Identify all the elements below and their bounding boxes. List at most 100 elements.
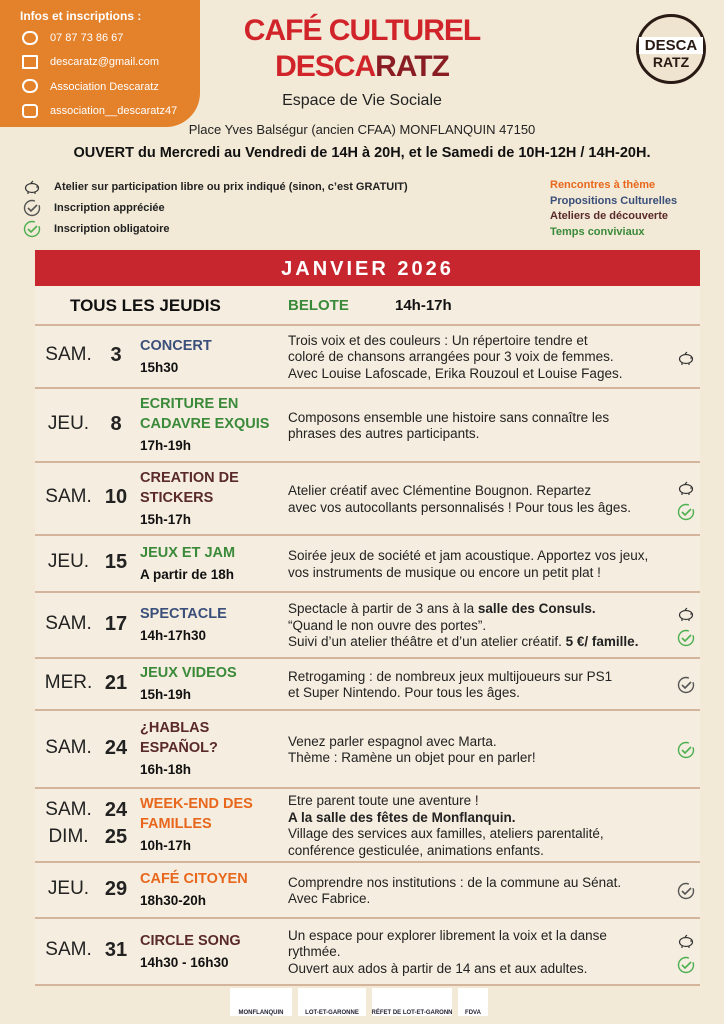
event-date: 8 — [110, 412, 122, 435]
text: conférence gesticulée, animations enfant… — [288, 842, 544, 858]
event-time: A partir de 18h — [140, 566, 235, 582]
icon-check-green — [677, 741, 695, 759]
event-title: JEUX ET JAM — [140, 544, 236, 561]
event-title: FAMILLES — [140, 816, 212, 832]
event-row: SAM. 31 CIRCLE SONG 14h30 - 16h30 Un espace … — [35, 919, 700, 986]
text: Thème : Ramène un objet pour en parler! — [288, 750, 536, 765]
month-banner: JANVIER 2026 — [35, 250, 700, 286]
text: Un espace pour explorer librement la voi… — [288, 927, 607, 943]
legend-label: Inscription appréciée — [54, 202, 165, 214]
event-date: 17 — [104, 612, 128, 635]
text: coloré de chansons arrangées pour 3 voix… — [288, 349, 614, 365]
event-time: 14h30 - 16h30 — [140, 954, 229, 970]
text: avec vos autocollants personnalisés ! Po… — [288, 499, 631, 515]
text: Etre parent toute une aventure ! — [288, 793, 479, 808]
text: “Quand le non ouvre des portes”. — [288, 617, 487, 633]
event-row: SAM. 24 ¿HABLAS ESPAÑOL? 16h-18h Venez parler… — [35, 711, 700, 789]
logo-bottom: RATZ — [652, 54, 690, 70]
event-description-line: Soirée jeux de société et jam acoustique… — [288, 548, 648, 563]
text: Venez parler espagnol avec Marta. — [288, 733, 497, 749]
event-description-line: avec vos autocollants personnalisés ! Po… — [288, 500, 631, 515]
event-description-line: “Quand le non ouvre des portes”. — [288, 618, 486, 633]
event-day: JEU. — [47, 551, 90, 572]
facebook-icon — [22, 79, 38, 93]
text: Suivi d’un atelier théâtre et d’un ateli… — [288, 634, 566, 650]
footer-logo: FDVA — [458, 988, 488, 1016]
weekly-time: 14h-17h — [395, 297, 452, 314]
category-label: Ateliers de découverte — [550, 210, 668, 222]
text: Ouvert aux ados à partir de 14 ans et au… — [288, 960, 588, 976]
event-date: 25 — [104, 826, 128, 848]
event-description-line: et Super Nintendo. Pour tous les âges. — [288, 685, 520, 700]
icon-check-green — [677, 629, 695, 647]
event-row: JEU. 15 JEUX ET JAM A partir de 18h Soirée j… — [35, 536, 700, 593]
instagram-icon — [22, 104, 38, 118]
event-row: SAM. 24 DIM. 25 WEEK-END DES FAMILLES 10h-17h E… — [35, 789, 700, 863]
event-date: 15 — [104, 551, 128, 573]
event-description-line: Spectacle à partir de 3 ans à la salle d… — [288, 601, 596, 616]
event-time: 14h-17h30 — [140, 628, 207, 643]
address: Place Yves Balségur (ancien CFAA) MONFLA… — [188, 122, 536, 137]
event-day: SAM. — [45, 939, 92, 960]
event-time: 15h-19h — [140, 687, 192, 702]
text: Trois voix et des couleurs : Un répertoi… — [288, 332, 588, 348]
icon-piggy — [677, 932, 695, 950]
event-description-line: Comprendre nos institutions : de la comm… — [288, 875, 621, 890]
event-description-line: rythmée. — [288, 944, 341, 959]
text: Composons ensemble une histoire sans con… — [288, 409, 610, 425]
text: phrases des autres participants. — [288, 426, 480, 441]
logo: DESCA RATZ — [636, 14, 706, 84]
brand-part: RATZ — [375, 50, 450, 83]
bold-text: 5 €/ famille. — [565, 634, 639, 650]
event-title: STICKERS — [140, 489, 214, 506]
event-day: SAM. — [45, 612, 92, 634]
event-title: ECRITURE EN — [140, 396, 239, 412]
icon-check-green — [677, 503, 695, 521]
event-day: SAM. — [45, 486, 92, 507]
month: JANVIER 2026 — [281, 258, 454, 280]
text: Comprendre nos institutions : de la comm… — [288, 874, 622, 890]
event-title: ESPAÑOL? — [140, 740, 218, 756]
event-day: MER. — [44, 671, 93, 693]
icon-piggy — [677, 349, 695, 367]
text: vos instruments de musique ou encore un … — [288, 564, 601, 580]
icon-check-grey — [677, 676, 695, 694]
icon-piggy — [23, 178, 41, 196]
bold-text: A la salle des fêtes de Monflanquin. — [288, 809, 516, 825]
event-time: 17h-19h — [140, 438, 192, 453]
legend-label: Atelier sur participation libre ou prix … — [54, 181, 408, 193]
phone-icon — [22, 31, 38, 45]
event-title: CAFÉ CITOYEN — [140, 871, 248, 887]
event-description-line: Venez parler espagnol avec Marta. — [288, 734, 497, 749]
event-date: 24 — [104, 799, 128, 821]
event-description-line: A la salle des fêtes de Monflanquin. — [288, 810, 516, 825]
text: Avec Fabrice. — [288, 891, 371, 906]
icon-check-grey — [677, 882, 695, 900]
text: Retrogaming : de nombreux jeux multijoue… — [288, 668, 613, 684]
event-description-line: Avec Louise Lafoscade, Erika Rouzoul et … — [288, 366, 622, 381]
event-title: WEEK-END DES — [140, 796, 253, 812]
footer-logo: PRÉFET DE LOT-ET-GARONNE — [372, 988, 452, 1016]
event-description-line: vos instruments de musique ou encore un … — [288, 565, 601, 580]
icon-piggy — [677, 605, 695, 623]
email: descaratz@gmail.com — [50, 56, 159, 68]
event-title: CONCERT — [140, 337, 212, 354]
text: Atelier créatif avec Clémentine Bougnon.… — [288, 483, 592, 498]
event-day: SAM. — [45, 736, 92, 758]
event-description-line: Ouvert aux ados à partir de 14 ans et au… — [288, 961, 587, 976]
event-day: JEU. — [47, 412, 90, 434]
category-label: Propositions Culturelles — [550, 194, 678, 207]
event-description-line: Suivi d’un atelier théâtre et d’un ateli… — [288, 634, 638, 649]
event-date: 29 — [104, 877, 128, 900]
bold-text: salle des Consuls. — [477, 601, 596, 617]
icon-piggy — [677, 479, 695, 497]
event-title: CIRCLE SONG — [140, 932, 241, 949]
text: Spectacle à partir de 3 ans à la — [288, 601, 478, 617]
event-time: 18h30-20h — [140, 893, 207, 908]
event-date: 21 — [104, 671, 128, 694]
event-description-line: phrases des autres participants. — [288, 426, 479, 441]
event-row: JEU. 8 ECRITURE EN CADAVRE EXQUIS 17h-19h Com… — [35, 389, 700, 463]
contact-title: Infos et inscriptions : — [20, 9, 142, 23]
event-description-line: conférence gesticulée, animations enfant… — [288, 843, 544, 858]
